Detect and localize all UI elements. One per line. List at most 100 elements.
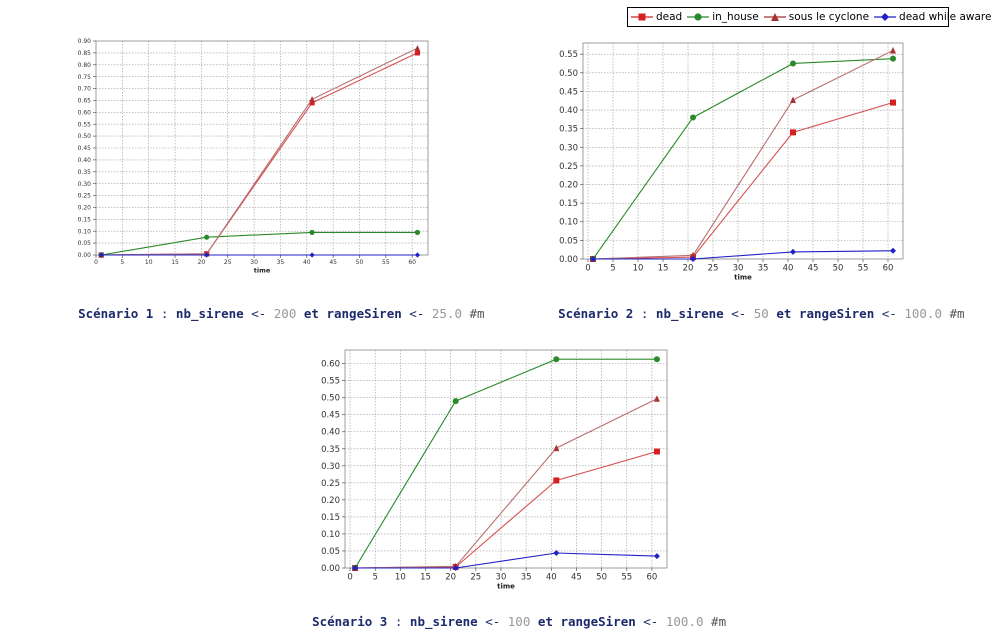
x-tick-label: 35: [277, 259, 285, 266]
x-tick-label: 25: [708, 264, 719, 274]
x-tick-label: 60: [883, 264, 894, 274]
y-tick-label: 0.80: [78, 62, 92, 69]
series-line-dead: [592, 102, 894, 260]
x-tick-label: 35: [758, 264, 769, 274]
point-in-house: [653, 356, 660, 363]
y-tick-label: 0.40: [559, 106, 578, 116]
point-in-house: [690, 114, 696, 121]
point-sous-le-cyclone: [653, 395, 660, 402]
legend-marker-dead-while-aware-icon: [874, 13, 897, 21]
x-tick-label: 20: [445, 573, 456, 583]
y-tick-label: 0.10: [321, 530, 340, 540]
legend-label: in_house: [712, 11, 759, 23]
y-tick-label: 0.60: [321, 360, 340, 370]
x-tick-label: 50: [833, 264, 844, 274]
legend-marker-in-house-icon: [687, 13, 710, 21]
y-tick-label: 0.30: [321, 462, 340, 472]
point-dead-while-aware: [98, 252, 104, 258]
y-tick-label: 0.45: [321, 411, 340, 421]
y-tick-label: 0.00: [78, 252, 92, 259]
legend-marker-dead-icon: [631, 13, 653, 21]
x-axis-label: time: [254, 267, 271, 275]
point-sous-le-cyclone: [690, 251, 696, 259]
point-dead-while-aware: [452, 565, 459, 571]
x-tick-label: 15: [171, 259, 179, 266]
x-tick-label: 20: [198, 259, 206, 266]
point-in-house: [890, 55, 896, 62]
y-tick-label: 0.05: [321, 547, 340, 557]
series-line-dead-while-aware: [355, 552, 657, 569]
caption-scenario-2: Scénario 2 : nb_sirene <- 50 et rangeSir…: [558, 306, 965, 321]
y-tick-label: 0.10: [559, 218, 578, 228]
y-tick-label: 0.70: [78, 86, 92, 93]
y-tick-label: 0.55: [78, 121, 92, 128]
x-tick-label: 30: [250, 259, 258, 266]
point-sous-le-cyclone: [414, 45, 421, 51]
x-tick-label: 40: [546, 573, 557, 583]
legend-label: sous le cyclone: [788, 11, 870, 23]
point-dead: [890, 99, 896, 106]
legend-item-sous-le-cyclone: sous le cyclone: [763, 11, 870, 23]
x-tick-label: 15: [658, 264, 669, 274]
x-tick-label: 45: [808, 264, 819, 274]
plot-area: [582, 42, 904, 260]
x-tick-label: 55: [382, 259, 390, 266]
y-tick-label: 0.25: [321, 479, 340, 489]
legend-item-dead-while-aware: dead while aware: [874, 11, 991, 23]
x-tick-label: 40: [303, 259, 311, 266]
chart-scenario-2: 0 5 10 15 20 25 30 35 40 45 50 55 60 0.00 0.05 0.10 0.15…: [559, 42, 904, 282]
x-tick-label: 30: [733, 264, 744, 274]
point-sous-le-cyclone: [790, 96, 796, 103]
caption-scenario-3: Scénario 3 : nb_sirene <- 100 et rangeSi…: [312, 614, 727, 629]
x-axis-label: time: [497, 583, 515, 591]
y-tick-label: 0.15: [559, 199, 578, 209]
x-tick-label: 0: [585, 264, 590, 274]
x-tick-label: 5: [372, 573, 377, 583]
x-tick-label: 45: [329, 259, 337, 266]
x-tick-label: 55: [858, 264, 869, 274]
y-tick-label: 0.45: [78, 145, 92, 152]
y-tick-label: 0.75: [78, 74, 92, 81]
x-tick-label: 0: [94, 259, 98, 266]
y-tick-label: 0.00: [321, 564, 340, 574]
y-tick-label: 0.85: [78, 50, 92, 57]
x-tick-label: 60: [408, 259, 416, 266]
chart-scenario-1: 0 5 10 15 20 25 30 35 40 45 50 55 60 0.00 0.05 0.10 0.15…: [78, 38, 429, 275]
point-in-house: [553, 356, 560, 363]
point-in-house: [452, 398, 459, 405]
point-sous-le-cyclone: [309, 96, 315, 102]
point-dead: [309, 100, 315, 106]
y-tick-label: 0.60: [78, 109, 92, 116]
y-tick-label: 0.35: [321, 445, 340, 455]
legend-item-dead: dead: [631, 11, 682, 23]
y-tick-label: 0.35: [559, 125, 578, 135]
x-tick-label: 60: [646, 573, 657, 583]
x-tick-label: 25: [224, 259, 232, 266]
point-dead: [414, 50, 421, 56]
x-tick-label: 0: [347, 573, 352, 583]
x-tick-label: 50: [596, 573, 607, 583]
point-dead-while-aware: [309, 252, 315, 258]
y-tick-label: 0.25: [78, 193, 92, 200]
y-tick-label: 0.20: [321, 496, 340, 506]
point-dead-while-aware: [553, 550, 560, 557]
y-tick-label: 0.65: [78, 98, 92, 105]
series-line-sous-le-cyclone: [101, 47, 418, 256]
y-tick-label: 0.20: [78, 205, 92, 212]
x-tick-label: 25: [470, 573, 481, 583]
y-tick-label: 0.15: [78, 216, 92, 223]
x-tick-label: 35: [521, 573, 532, 583]
x-tick-label: 50: [356, 259, 364, 266]
y-tick-label: 0.50: [78, 133, 92, 140]
legend-item-in-house: in_house: [687, 11, 759, 23]
x-tick-label: 5: [120, 259, 124, 266]
y-tick-label: 0.35: [78, 169, 92, 176]
y-tick-label: 0.40: [78, 157, 92, 164]
series-line-in-house: [101, 231, 418, 256]
x-tick-label: 5: [610, 264, 615, 274]
y-tick-label: 0.45: [559, 87, 578, 97]
point-dead: [653, 448, 660, 455]
x-tick-label: 30: [496, 573, 507, 583]
point-sous-le-cyclone: [890, 46, 896, 54]
legend-marker-sous-le-cyclone-icon: [763, 13, 786, 21]
